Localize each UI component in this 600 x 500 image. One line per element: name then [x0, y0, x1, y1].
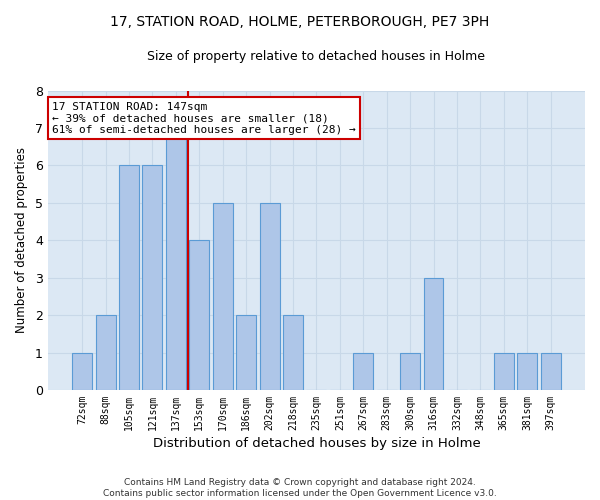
Bar — [95, 315, 116, 390]
Bar — [72, 352, 92, 390]
Bar — [142, 166, 163, 390]
Text: Contains HM Land Registry data © Crown copyright and database right 2024.
Contai: Contains HM Land Registry data © Crown c… — [103, 478, 497, 498]
Bar — [517, 352, 537, 390]
Bar — [494, 352, 514, 390]
Bar — [424, 278, 443, 390]
Bar — [166, 128, 186, 390]
Bar — [541, 352, 560, 390]
Bar — [353, 352, 373, 390]
Bar — [260, 203, 280, 390]
Text: 17, STATION ROAD, HOLME, PETERBOROUGH, PE7 3PH: 17, STATION ROAD, HOLME, PETERBOROUGH, P… — [110, 15, 490, 29]
Bar — [119, 166, 139, 390]
Bar — [190, 240, 209, 390]
Bar — [283, 315, 303, 390]
Text: 17 STATION ROAD: 147sqm
← 39% of detached houses are smaller (18)
61% of semi-de: 17 STATION ROAD: 147sqm ← 39% of detache… — [52, 102, 356, 135]
Bar — [213, 203, 233, 390]
Bar — [236, 315, 256, 390]
Y-axis label: Number of detached properties: Number of detached properties — [15, 147, 28, 333]
X-axis label: Distribution of detached houses by size in Holme: Distribution of detached houses by size … — [152, 437, 480, 450]
Title: Size of property relative to detached houses in Holme: Size of property relative to detached ho… — [148, 50, 485, 63]
Bar — [400, 352, 420, 390]
